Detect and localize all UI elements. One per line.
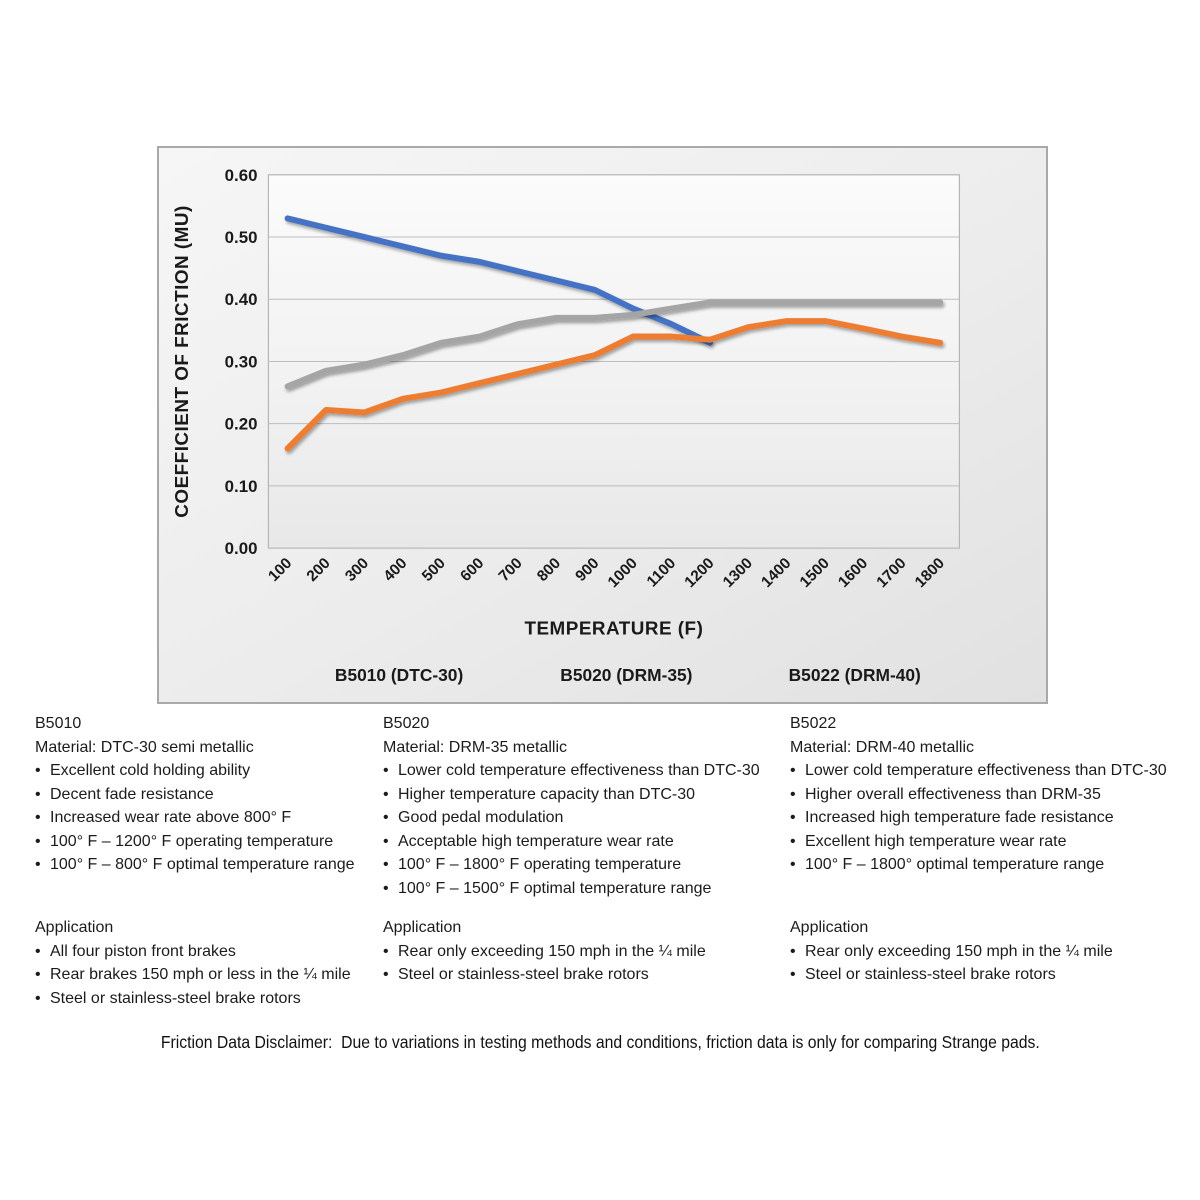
application-bullet: • Rear brakes 150 mph or less in the ¼ mi… xyxy=(35,963,351,987)
bullet-icon: • xyxy=(383,856,389,873)
bullet-icon: • xyxy=(383,879,389,897)
application-heading: Application xyxy=(790,919,869,936)
legend-label-B5022 (DRM-40): B5022 (DRM-40) xyxy=(789,665,921,685)
spec-bullet: • Excellent cold holding ability xyxy=(35,759,380,783)
spec-bullet: • Increased high temperature fade resista… xyxy=(790,806,1185,830)
application-bullet: • Rear only exceeding 150 mph in the ¼ mi… xyxy=(383,940,706,964)
bullet-icon: • xyxy=(35,762,41,779)
bullet-icon: • xyxy=(383,762,389,779)
x-tick-label: 500 xyxy=(419,555,449,585)
chart-canvas: 0.00 0.10 0.20 0.30 0.40 0.50 0.60 100 200 300 400… xyxy=(171,166,961,685)
bullet-icon: • xyxy=(383,966,389,983)
friction-chart: 0.00 0.10 0.20 0.30 0.40 0.50 0.60 100 200 300 400… xyxy=(157,146,1048,704)
application-block: Application • Rear only exceeding 150 mph… xyxy=(790,916,1113,987)
spec-column-b5010: B5010 Material: DTC-30 semi metallic • Ex… xyxy=(35,712,380,1007)
spec-heading: B5010 xyxy=(35,715,82,732)
bullet-icon: • xyxy=(790,856,796,873)
spec-heading: B5022 xyxy=(790,715,837,732)
spec-column-b5020: B5020 Material: DRM-35 metallic • Lower c… xyxy=(383,712,778,983)
bullet-icon: • xyxy=(383,832,389,850)
x-axis-title: TEMPERATURE (F) xyxy=(524,617,703,638)
spec-bullet: • Higher overall effectiveness than DRM-3… xyxy=(790,783,1185,807)
spec-bullet: • 100° F – 1200° F operating temperature xyxy=(35,830,380,854)
y-tick-label: 0.10 xyxy=(225,477,258,496)
bullet-icon: • xyxy=(790,785,796,803)
y-tick-label: 0.60 xyxy=(225,166,258,185)
application-heading: Application xyxy=(35,919,114,936)
application-bullet: • Steel or stainless-steel brake rotors xyxy=(35,987,351,1011)
x-tick-label: 800 xyxy=(534,555,564,585)
bullet-icon: • xyxy=(35,809,41,826)
x-tick-label: 700 xyxy=(496,555,526,585)
y-tick-label: 0.40 xyxy=(225,290,258,309)
y-tick-label: 0.20 xyxy=(225,415,258,434)
spec-column-b5022: B5022 Material: DRM-40 metallic • Lower c… xyxy=(790,712,1185,983)
x-tick-label: 1700 xyxy=(873,555,909,591)
bullet-icon: • xyxy=(35,856,41,873)
application-bullet: • Steel or stainless-steel brake rotors xyxy=(383,963,706,987)
series-line-B5020 (DRM-35) xyxy=(284,318,944,452)
spec-bullet: • 100° F – 1500° F optimal temperature ra… xyxy=(383,877,778,901)
y-axis-title: COEFFICIENT OF FRICTION (MU) xyxy=(171,205,192,517)
legend-label-B5010 (DTC-30): B5010 (DTC-30) xyxy=(335,665,463,685)
bullet-icon: • xyxy=(790,809,796,826)
x-tick-label: 1800 xyxy=(912,555,948,591)
application-bullet: • Steel or stainless-steel brake rotors xyxy=(790,963,1113,987)
spec-bullet: • Excellent high temperature wear rate xyxy=(790,830,1185,854)
spec-heading: B5020 xyxy=(383,715,430,732)
application-bullet: • All four piston front brakes xyxy=(35,940,351,964)
x-tick-label: 200 xyxy=(304,555,334,585)
x-tick-label: 300 xyxy=(342,555,372,585)
bullet-icon: • xyxy=(35,785,41,803)
friction-data-disclaimer: Friction Data Disclaimer: Due to variati… xyxy=(160,1032,1040,1052)
x-tick-label: 600 xyxy=(457,555,487,585)
x-tick-label: 100 xyxy=(265,555,295,585)
spec-bullet: • Decent fade resistance xyxy=(35,783,380,807)
bullet-icon: • xyxy=(35,966,41,983)
bullet-icon: • xyxy=(790,832,796,850)
bullet-icon: • xyxy=(35,989,41,1007)
spec-material: Material: DTC-30 semi metallic xyxy=(35,738,254,756)
bullet-icon: • xyxy=(790,942,796,960)
spec-material: Material: DRM-35 metallic xyxy=(383,738,568,756)
spec-bullet: • 100° F – 1800° optimal temperature rang… xyxy=(790,853,1185,877)
series-line-B5022 (DRM-40) xyxy=(284,299,944,390)
spec-bullet: • Increased wear rate above 800° F xyxy=(35,806,380,830)
spec-bullet: • Acceptable high temperature wear rate xyxy=(383,830,778,854)
spec-bullet: • 100° F – 800° F optimal temperature ran… xyxy=(35,853,380,877)
bullet-icon: • xyxy=(790,762,796,779)
bullet-icon: • xyxy=(790,966,796,983)
x-tick-label: 1200 xyxy=(681,555,717,591)
x-tick-label: 1100 xyxy=(644,555,680,591)
y-tick-label: 0.00 xyxy=(225,539,258,558)
spec-bullet: • Lower cold temperature effectiveness th… xyxy=(790,759,1185,783)
x-tick-label: 1400 xyxy=(758,555,794,591)
x-tick-label: 1600 xyxy=(835,555,871,591)
spec-bullet: • Good pedal modulation xyxy=(383,806,778,830)
bullet-icon: • xyxy=(35,942,41,960)
x-tick-label: 1500 xyxy=(797,555,833,591)
spec-bullet: • Lower cold temperature effectiveness th… xyxy=(383,759,778,783)
application-block: Application • Rear only exceeding 150 mph… xyxy=(383,916,706,987)
x-tick-label: 400 xyxy=(380,555,410,585)
y-tick-label: 0.50 xyxy=(225,228,258,247)
x-tick-label: 900 xyxy=(572,555,602,585)
bullet-icon: • xyxy=(35,832,41,850)
bullet-icon: • xyxy=(383,942,389,960)
legend-label-B5020 (DRM-35): B5020 (DRM-35) xyxy=(560,665,692,685)
application-bullet: • Rear only exceeding 150 mph in the ¼ mi… xyxy=(790,940,1113,964)
spec-bullet: • Higher temperature capacity than DTC-30 xyxy=(383,783,778,807)
application-heading: Application xyxy=(383,919,462,936)
x-tick-label: 1300 xyxy=(720,555,756,591)
spec-material: Material: DRM-40 metallic xyxy=(790,738,975,756)
bullet-icon: • xyxy=(383,785,389,803)
application-block: Application • All four piston front brake… xyxy=(35,916,351,1010)
spec-bullet: • 100° F – 1800° F operating temperature xyxy=(383,853,778,877)
x-tick-label: 1000 xyxy=(605,555,641,591)
y-tick-label: 0.30 xyxy=(225,352,258,371)
bullet-icon: • xyxy=(383,809,389,826)
